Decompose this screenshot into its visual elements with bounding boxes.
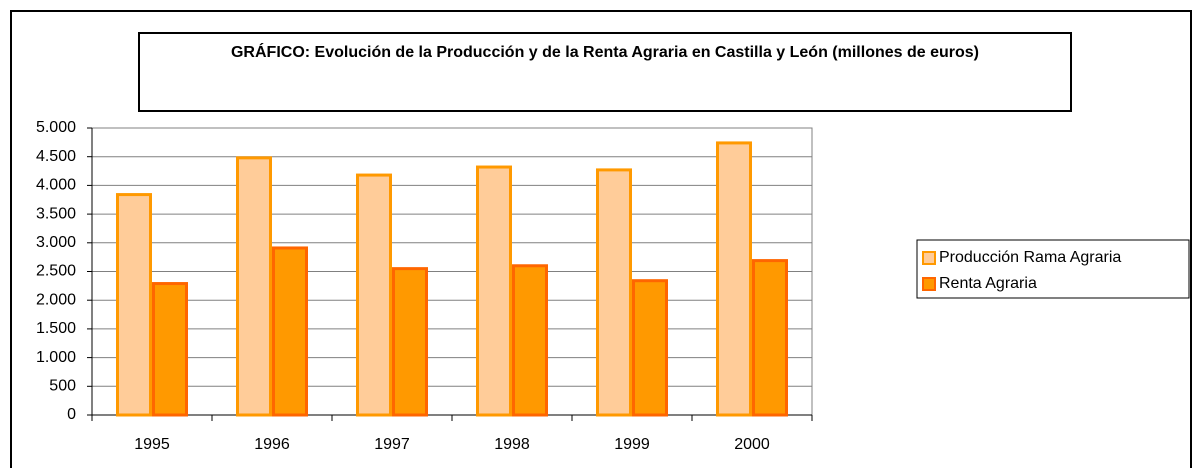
y-tick-label: 5.000 — [36, 119, 76, 136]
legend-swatch — [922, 277, 936, 291]
y-tick-label: 3.500 — [36, 205, 76, 222]
bar — [596, 168, 632, 417]
y-tick-label: 4.500 — [36, 148, 76, 165]
y-tick-label: 0 — [67, 406, 76, 423]
chart-title: GRÁFICO: Evolución de la Producción y de… — [230, 44, 979, 61]
bar — [116, 193, 152, 417]
legend-swatch — [922, 251, 936, 265]
bar — [236, 156, 272, 417]
chart-title-box: GRÁFICO: Evolución de la Producción y de… — [138, 32, 1072, 112]
x-tick-label: 1998 — [494, 436, 530, 453]
legend-label: Renta Agraria — [939, 275, 1037, 292]
x-tick-label: 1999 — [614, 436, 650, 453]
y-tick-label: 500 — [49, 378, 76, 395]
bar — [752, 259, 788, 417]
y-tick-label: 1.000 — [36, 349, 76, 366]
y-tick-label: 2.000 — [36, 291, 76, 308]
y-tick-label: 4.000 — [36, 177, 76, 194]
bar — [716, 141, 752, 417]
x-tick-label: 1996 — [254, 436, 290, 453]
y-tick-label: 3.000 — [36, 234, 76, 251]
bar — [392, 267, 428, 417]
bar — [272, 246, 308, 417]
bar — [632, 279, 668, 417]
x-tick-label: 2000 — [734, 436, 770, 453]
y-tick-label: 1.500 — [36, 320, 76, 337]
y-tick-label: 2.500 — [36, 263, 76, 280]
legend-box — [916, 239, 1190, 299]
bar — [152, 282, 188, 417]
bar — [512, 264, 548, 417]
bar — [476, 165, 512, 417]
x-tick-label: 1997 — [374, 436, 410, 453]
legend-label: Producción Rama Agraria — [939, 249, 1121, 266]
x-tick-label: 1995 — [134, 436, 170, 453]
bar — [356, 173, 392, 417]
